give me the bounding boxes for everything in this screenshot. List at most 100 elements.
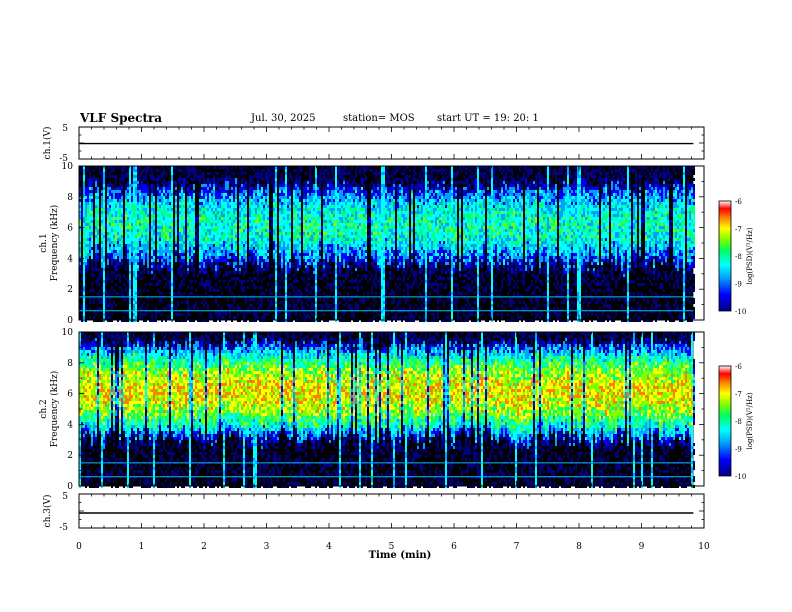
spectrogram-cell [83,268,85,271]
spectrogram-cell [141,187,143,190]
spectrogram-cell [261,217,263,220]
spectrogram-cell [181,301,183,304]
spectrogram-cell [203,172,205,175]
spectrogram-cell [229,289,231,292]
spectrogram-cell [221,259,223,262]
spectrogram-cell [227,253,229,256]
spectrogram-cell [105,235,107,238]
spectrogram-cell [95,244,97,247]
spectrogram-cell [181,223,183,226]
spectrogram-cell [95,268,97,271]
spectrogram-cell [129,169,131,172]
spectrogram-cell [93,202,95,205]
spectrogram-cell [259,244,261,247]
spectrogram-cell [211,184,213,187]
spectrogram-cell [237,298,239,301]
spectrogram-cell [199,274,201,277]
spectrogram-cell [167,304,169,307]
spectrogram-cell [195,175,197,178]
spectrogram-cell [215,289,217,292]
spectrogram-cell [115,226,117,229]
spectrogram-cell [97,187,99,190]
spectrogram-cell [117,244,119,247]
spectrogram-cell [145,223,147,226]
spectrogram-cell [99,217,101,220]
spectrogram-cell [213,307,215,310]
spectrogram-cell [111,307,113,310]
spectrogram-cell [225,190,227,193]
spectrogram-cell [223,280,225,283]
spectrogram-cell [201,262,203,265]
spectrogram-cell [83,253,85,256]
spectrogram-cell [267,202,269,205]
spectrogram-cell [221,316,223,319]
spectrogram-cell [133,277,135,280]
spectrogram-cell [193,259,195,262]
spectrogram-cell [179,232,181,235]
spectrogram-cell [273,205,275,208]
spectrogram-cell [111,313,113,316]
spectrogram-cell [87,217,89,220]
spectrogram-cell [175,211,177,214]
spectrogram-cell [215,244,217,247]
spectrogram-cell [119,226,121,229]
spectrogram-cell [113,304,115,307]
spectrogram-cell [181,262,183,265]
spectrogram-cell [219,238,221,241]
spectrogram-cell [109,247,111,250]
spectrogram-cell [161,220,163,223]
spectrogram-cell [261,181,263,184]
spectrogram-cell [223,214,225,217]
spectrogram-cell [87,289,89,292]
spectrogram-cell [225,235,227,238]
spectrogram-cell [129,292,131,295]
spectrogram-cell [211,262,213,265]
spectrogram-cell [225,256,227,259]
spectrogram-cell [147,265,149,268]
spectrogram-cell [249,307,251,310]
spectrogram-cell [209,259,211,262]
spectrogram-cell [213,259,215,262]
spectrogram-cell [183,199,185,202]
spectrogram-cell [129,277,131,280]
spectrogram-cell [107,193,109,196]
spectrogram-cell [145,202,147,205]
spectrogram-cell [201,274,203,277]
spectrogram-cell [219,181,221,184]
spectrogram-cell [145,238,147,241]
spectrogram-cell [135,184,137,187]
spectrogram-cell [165,199,167,202]
spectrogram-cell [97,298,99,301]
spectrogram-cell [131,283,133,286]
spectrogram-cell [223,268,225,271]
spectrogram-cell [217,274,219,277]
spectrogram-cell [251,193,253,196]
spectrogram-cell [183,172,185,175]
spectrogram-cell [143,226,145,229]
spectrogram-cell [117,235,119,238]
spectrogram-cell [127,229,129,232]
spectrogram-cell [105,277,107,280]
spectrogram-cell [201,205,203,208]
spectrogram-cell [127,202,129,205]
spectrogram-cell [249,316,251,319]
spectrogram-cell [115,277,117,280]
spectrogram-cell [207,229,209,232]
spectrogram-cell [233,262,235,265]
spectrogram-cell [231,208,233,211]
spectrogram-cell [229,178,231,181]
spectrogram-cell [177,211,179,214]
spectrogram-cell [151,196,153,199]
spectrogram-cell [125,250,127,253]
spectrogram-cell [207,199,209,202]
spectrogram-cell [245,277,247,280]
spectrogram-cell [87,169,89,172]
spectrogram-cell [241,247,243,250]
spectrogram-cell [265,244,267,247]
spectrogram-cell [249,217,251,220]
spectrogram-cell [201,277,203,280]
spectrogram-cell [167,253,169,256]
spectrogram-cell [225,223,227,226]
spectrogram-cell [93,289,95,292]
spectrogram-cell [203,289,205,292]
